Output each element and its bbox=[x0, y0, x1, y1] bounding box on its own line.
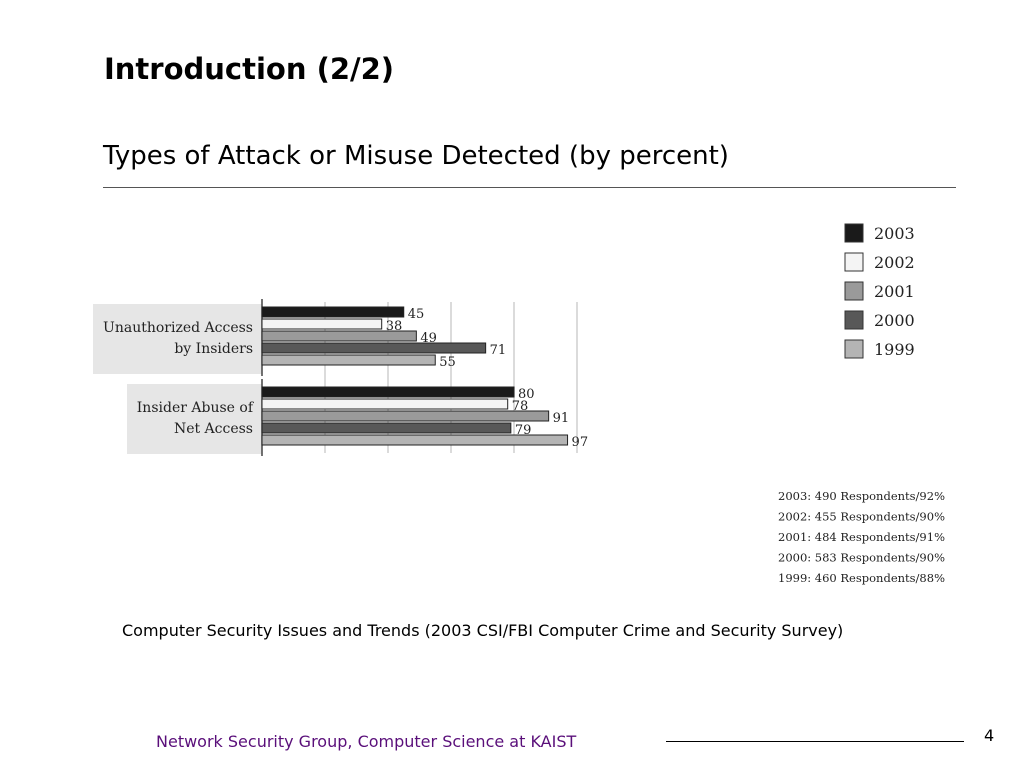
bar-value-label: 49 bbox=[420, 331, 437, 346]
bar-2000-1 bbox=[261, 342, 487, 354]
page-number: 4 bbox=[984, 726, 995, 745]
bar-value-label: 55 bbox=[439, 355, 456, 370]
respondents-note: 2000: 583 Respondents/90% bbox=[778, 551, 945, 565]
category-label: by Insiders bbox=[174, 341, 253, 357]
bar-1999-2 bbox=[261, 434, 569, 446]
legend-swatch-2003 bbox=[844, 223, 864, 243]
bar-2001-1 bbox=[261, 330, 417, 342]
legend-label-2002: 2002 bbox=[874, 253, 915, 272]
subtitle-divider bbox=[103, 187, 956, 188]
legend-swatch-2000 bbox=[844, 310, 864, 330]
bar-value-label: 45 bbox=[408, 307, 425, 322]
category-label: Net Access bbox=[174, 421, 253, 437]
legend-label-1999: 1999 bbox=[874, 340, 915, 359]
bar-2000-2 bbox=[261, 422, 512, 434]
legend-swatch-2002 bbox=[844, 252, 864, 272]
footer-divider bbox=[666, 741, 964, 742]
category-label: Unauthorized Access bbox=[103, 320, 253, 336]
respondents-note: 2003: 490 Respondents/92% bbox=[778, 489, 945, 503]
slide-title: Introduction (2/2) bbox=[104, 52, 395, 86]
respondents-note: 1999: 460 Respondents/88% bbox=[778, 571, 945, 585]
bar-1999-1 bbox=[261, 354, 436, 366]
legend-swatch-1999 bbox=[844, 339, 864, 359]
bar-value-label: 97 bbox=[572, 435, 589, 450]
bar-2003-1 bbox=[261, 306, 405, 318]
bar-value-label: 78 bbox=[512, 399, 529, 414]
legend-label-2003: 2003 bbox=[874, 224, 915, 243]
bar-value-label: 38 bbox=[386, 319, 403, 334]
attack-misuse-bar-chart: Unauthorized Access by Insiders 45 38 49 71 55… bbox=[93, 223, 945, 585]
chart-subtitle: Types of Attack or Misuse Detected (by p… bbox=[103, 141, 729, 171]
bar-value-label: 91 bbox=[553, 411, 570, 426]
footer-text: Network Security Group, Computer Science… bbox=[156, 732, 577, 751]
bar-2001-2 bbox=[261, 410, 550, 422]
category-label: Insider Abuse of bbox=[137, 400, 255, 416]
category-band-2 bbox=[127, 384, 262, 454]
respondents-note: 2001: 484 Respondents/91% bbox=[778, 530, 945, 544]
legend-label-2000: 2000 bbox=[874, 311, 915, 330]
legend-label-2001: 2001 bbox=[874, 282, 915, 301]
legend-swatch-2001 bbox=[844, 281, 864, 301]
bar-2002-2 bbox=[261, 398, 509, 410]
bar-value-label: 80 bbox=[518, 387, 535, 402]
bar-2003-2 bbox=[261, 386, 515, 398]
bar-2002-1 bbox=[261, 318, 383, 330]
bar-value-label: 71 bbox=[490, 343, 507, 358]
category-band-1 bbox=[93, 304, 262, 374]
bar-value-label: 79 bbox=[515, 423, 532, 438]
chart-caption: Computer Security Issues and Trends (200… bbox=[122, 621, 844, 640]
respondents-note: 2002: 455 Respondents/90% bbox=[778, 510, 945, 524]
